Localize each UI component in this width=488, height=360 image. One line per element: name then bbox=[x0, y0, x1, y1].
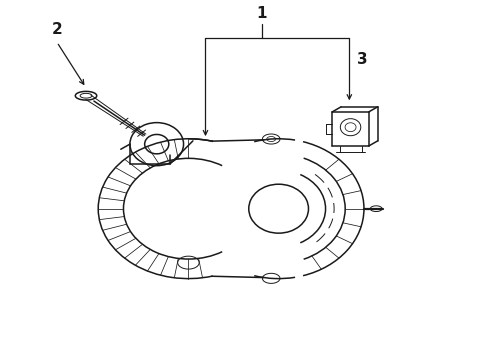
Text: 2: 2 bbox=[51, 22, 62, 37]
Text: 3: 3 bbox=[356, 52, 366, 67]
Text: 1: 1 bbox=[256, 6, 266, 21]
